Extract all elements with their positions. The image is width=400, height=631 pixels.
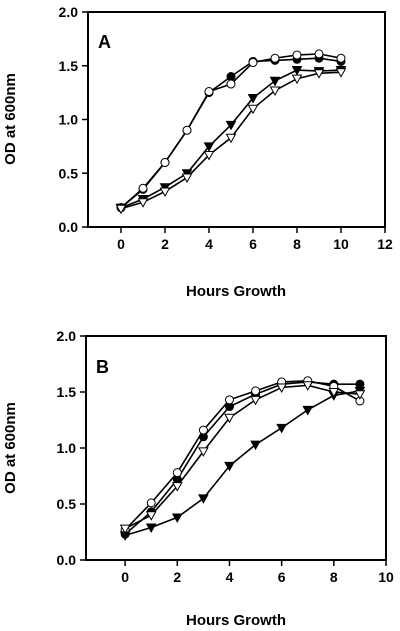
plot-area-b: [119, 376, 366, 541]
data-point-b-2: [172, 468, 182, 478]
x-axis-title-a: Hours Growth: [186, 283, 286, 300]
data-point-b-3: [250, 440, 261, 451]
data-point-a-4: [203, 150, 215, 161]
chart-panel-b: 0 2 4 6 8 10 0.0 0.5 1.0 1.5 2.0 B Hours Growth OD…: [2, 328, 394, 629]
data-point-a-2: [226, 79, 236, 89]
y-tick-label-a: 0.5: [59, 165, 79, 181]
data-point-b-2: [198, 425, 208, 435]
series-line-b-3: [124, 390, 361, 537]
series-line-b-4: [124, 384, 360, 530]
y-tick-label-a: 1.5: [59, 58, 79, 74]
series-line-b-1: [124, 381, 360, 535]
panel-label-b: B: [96, 357, 109, 377]
x-tick-label-a: 8: [293, 236, 301, 252]
data-point-a-4: [115, 204, 127, 215]
x-tick-label-a: 10: [333, 236, 349, 252]
data-point-b-3: [171, 513, 183, 523]
x-tick-label-b: 4: [226, 569, 234, 585]
data-point-b-2: [146, 498, 156, 508]
data-point-a-4: [269, 86, 281, 96]
y-tick-label-b: 0.5: [57, 496, 77, 512]
data-point-a-2: [292, 50, 302, 60]
x-tick-label-a: 2: [161, 236, 169, 252]
data-point-a-4: [247, 104, 259, 115]
data-point-a-2: [336, 53, 346, 63]
data-point-b-2: [251, 386, 261, 396]
data-point-a-2: [248, 58, 258, 68]
x-tick-label-b: 6: [278, 569, 286, 585]
y-tick-label-a: 2.0: [59, 4, 79, 20]
y-tick-label-b: 2.0: [57, 328, 77, 344]
data-point-a-4: [159, 187, 171, 198]
data-point-b-4: [171, 482, 183, 492]
plot-frame-a: [87, 11, 386, 228]
axis-ticks-b: 0 2 4 6 8 10 0.0 0.5 1.0 1.5 2.0: [57, 328, 394, 585]
x-tick-label-a: 0: [117, 236, 125, 252]
plot-area-a: [115, 49, 347, 215]
x-tick-label-a: 12: [377, 236, 393, 252]
data-point-b-3: [302, 405, 314, 416]
y-tick-label-b: 0.0: [57, 552, 77, 568]
data-point-a-2: [138, 183, 148, 193]
y-tick-label-a: 0.0: [59, 219, 79, 235]
data-point-a-3: [269, 76, 281, 87]
y-axis-title-b: OD at 600nm: [2, 402, 19, 494]
panel-label-a: A: [98, 32, 111, 52]
data-point-b-3: [198, 494, 209, 504]
data-point-a-1: [226, 72, 236, 81]
data-point-a-4: [291, 74, 303, 85]
data-point-b-4: [250, 395, 261, 406]
data-point-b-3: [224, 461, 235, 472]
y-tick-label-b: 1.5: [57, 384, 77, 400]
x-tick-label-b: 2: [173, 569, 181, 585]
x-tick-label-a: 6: [249, 236, 257, 252]
data-point-a-2: [182, 125, 192, 135]
x-tick-label-a: 4: [205, 236, 213, 252]
y-axis-title-a: OD at 600nm: [2, 73, 19, 165]
data-point-a-3: [225, 120, 237, 131]
data-point-a-3: [203, 142, 215, 152]
data-point-a-4: [181, 173, 193, 184]
data-point-b-4: [328, 388, 340, 398]
data-point-a-3: [247, 94, 259, 104]
data-point-a-2: [314, 49, 324, 59]
x-axis-title-b: Hours Growth: [186, 612, 286, 629]
data-point-b-3: [276, 423, 288, 434]
data-point-b-4: [276, 383, 288, 394]
data-point-a-2: [270, 53, 280, 63]
data-point-a-4: [313, 69, 325, 79]
data-point-b-4: [302, 381, 314, 391]
y-tick-label-b: 1.0: [57, 440, 77, 456]
data-point-a-3: [291, 66, 303, 76]
data-point-b-4: [119, 524, 131, 535]
data-point-b-4: [145, 511, 157, 521]
chart-panel-a: 0 2 4 6 8 10 120.00.51.01.52.0 A Hours Growth …: [2, 4, 393, 300]
data-point-b-4: [224, 413, 235, 424]
data-point-b-4: [354, 390, 366, 400]
data-point-b-3: [145, 523, 157, 534]
data-point-a-2: [204, 87, 214, 97]
x-tick-label-b: 10: [378, 569, 394, 585]
data-point-a-4: [225, 133, 237, 144]
data-point-a-4: [335, 68, 347, 78]
data-point-a-2: [160, 158, 170, 167]
y-tick-label-a: 1.0: [59, 112, 79, 128]
x-tick-label-b: 8: [330, 569, 338, 585]
data-point-a-4: [137, 198, 149, 208]
x-tick-label-b: 0: [121, 569, 129, 585]
data-point-b-2: [224, 395, 234, 405]
axis-ticks-a: 0 2 4 6 8 10 12 0.0 0.5 1.0 1.5 2.0: [59, 4, 393, 252]
data-point-b-4: [198, 447, 209, 457]
series-line-b-2: [124, 379, 361, 531]
